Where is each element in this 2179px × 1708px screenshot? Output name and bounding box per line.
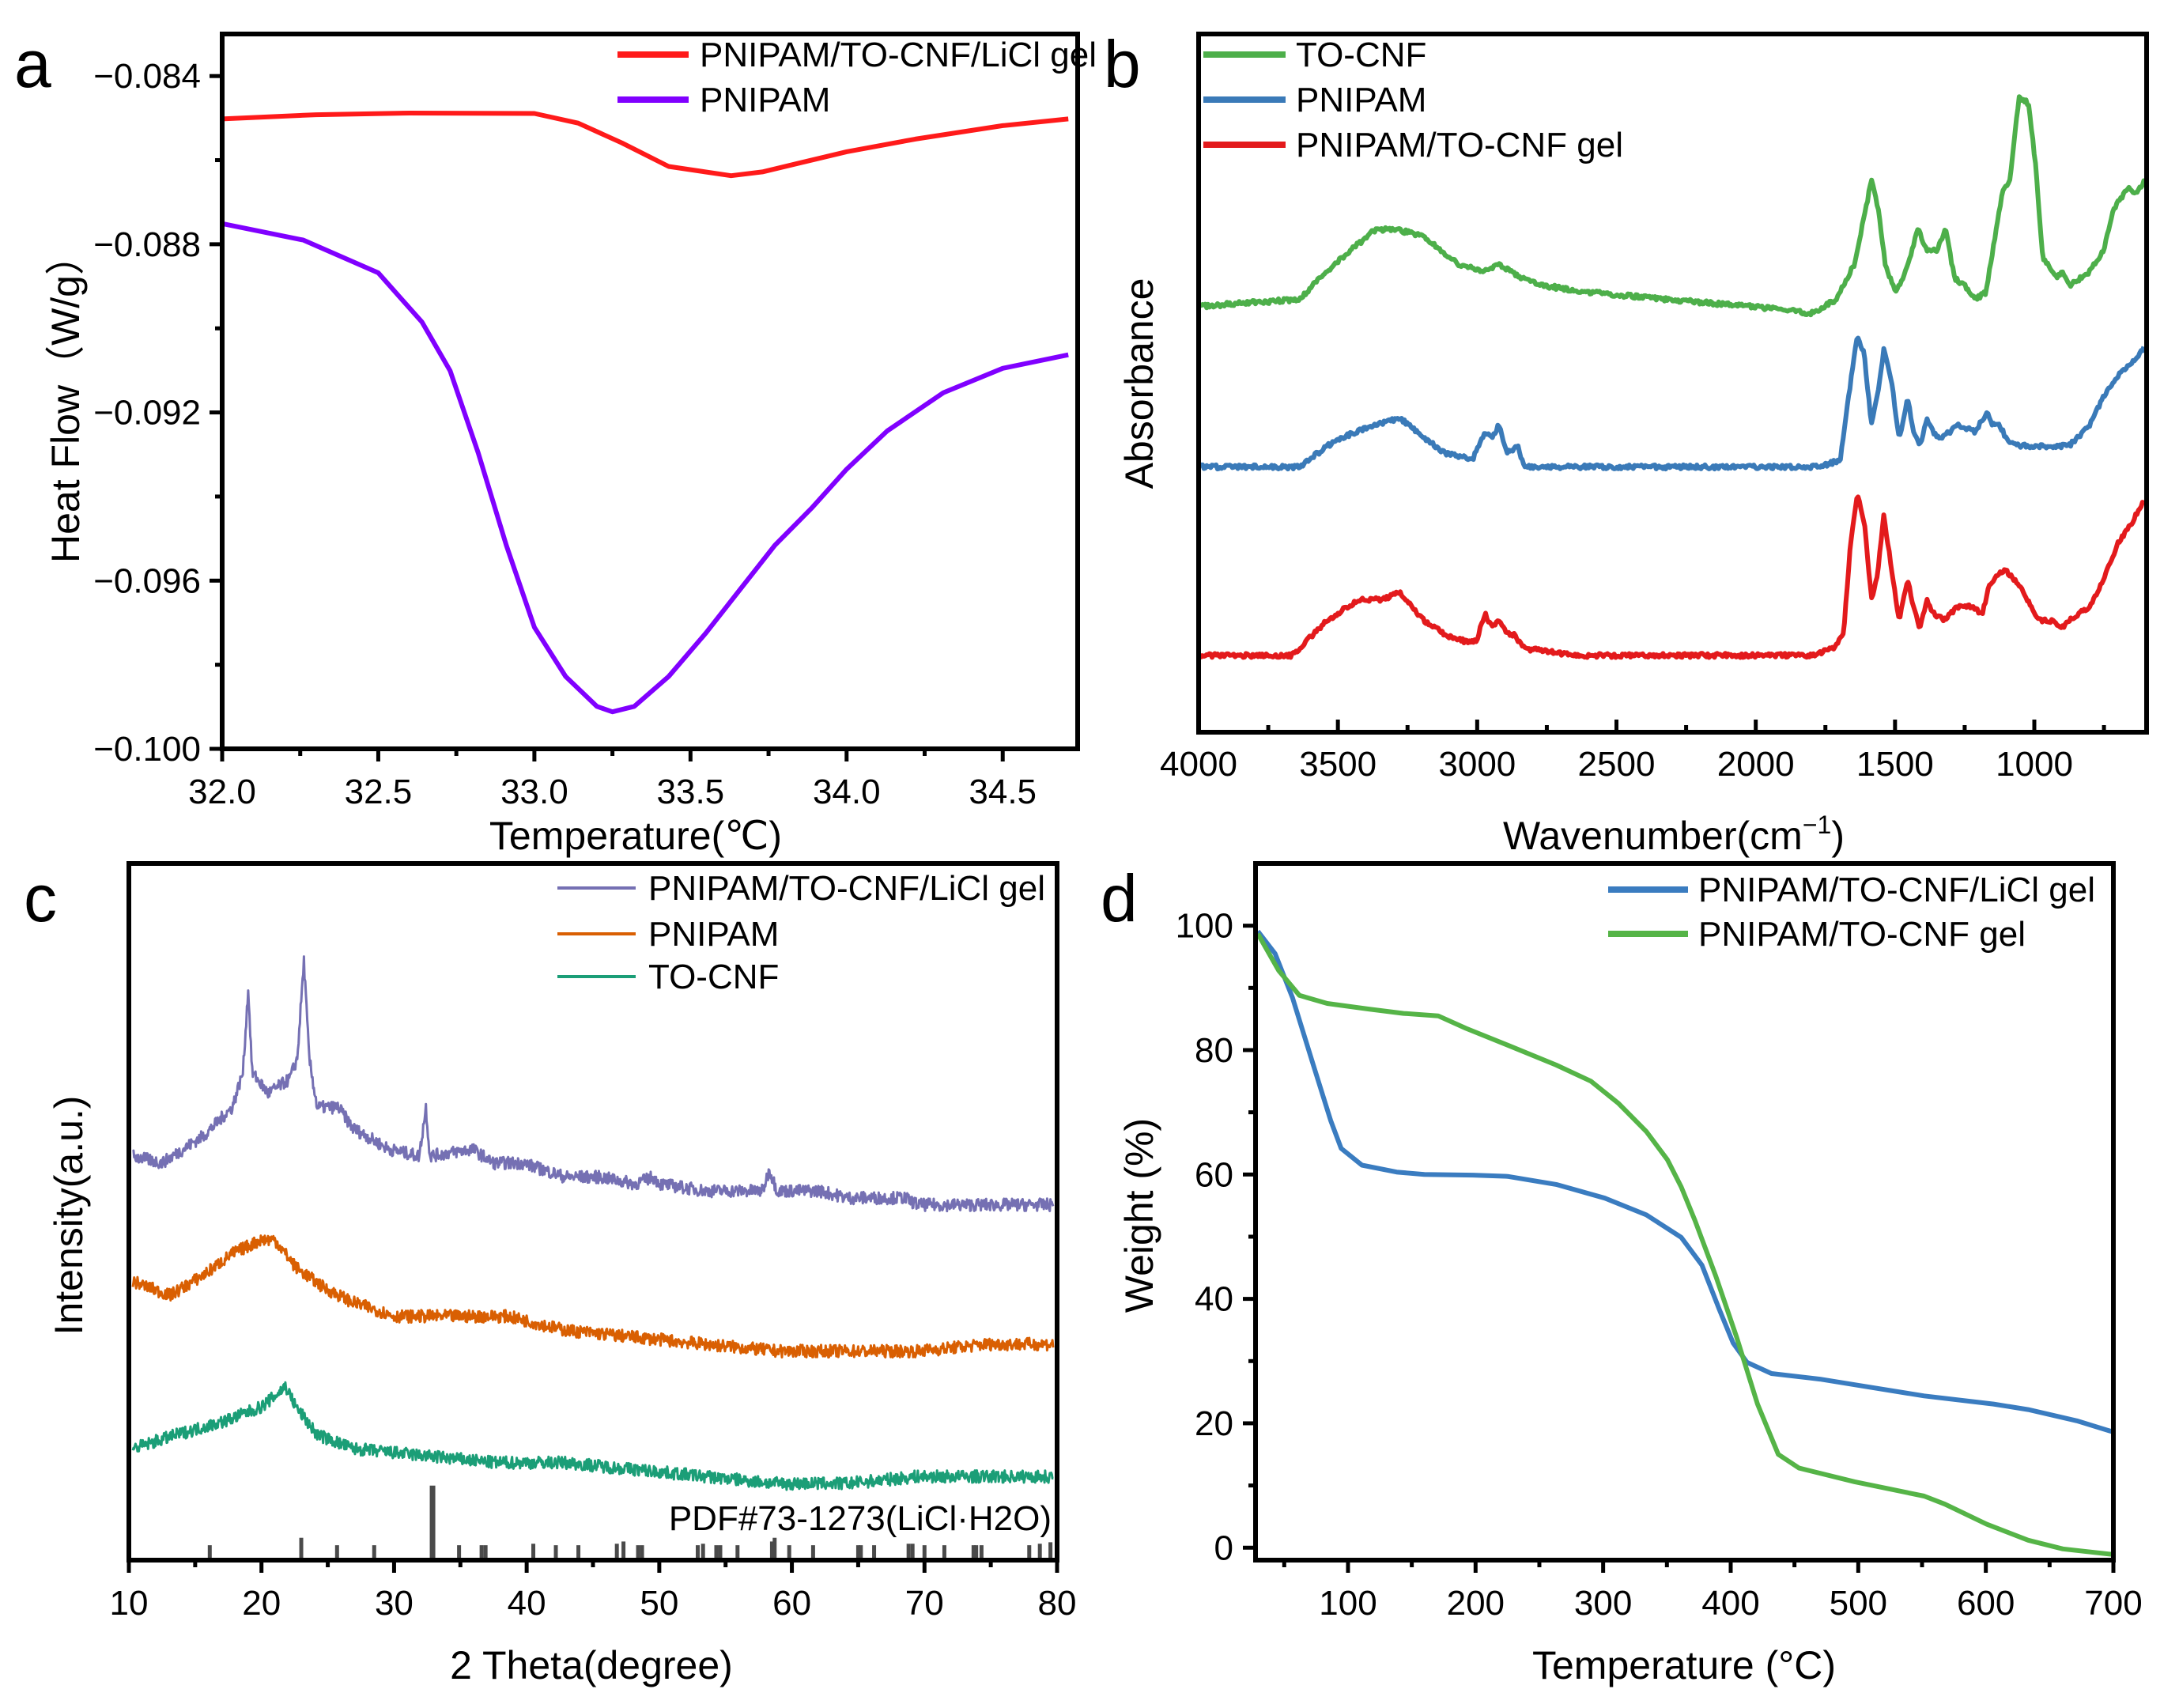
x-tick-label: 34.5	[969, 773, 1037, 811]
series-line-pnipam	[221, 221, 1069, 715]
x-tick-label: 80	[1038, 1584, 1077, 1623]
series-line-pnipam-to-cnf-licl-gel	[1256, 929, 2114, 1434]
y-tick-label: 0	[1214, 1529, 1233, 1567]
x-tick-label: 30	[375, 1584, 414, 1623]
y-tick-label: −0.096	[93, 561, 201, 600]
y-axis-title-c: Intensity(a.u.)	[47, 1096, 91, 1336]
plot-b: 4000 3500 3000 2500 2000 1500 1000	[1160, 32, 2149, 784]
legend-label-licl-gel: PNIPAM/TO-CNF/LiCl gel	[648, 869, 1045, 908]
series-line-pnipam-to-cnf-gel	[1256, 932, 2114, 1557]
plot-frame	[127, 861, 1059, 1563]
x-tick-label: 33.5	[657, 773, 725, 811]
y-tick-label: 60	[1195, 1155, 1233, 1194]
x-tick-label: 70	[905, 1584, 944, 1623]
y-axis-title-d: Weight (%)	[1117, 1118, 1161, 1313]
x-tick-label: 1000	[1996, 745, 2073, 784]
x-tick-label: 500	[1830, 1584, 1887, 1623]
panel-b: b 4000 3500 3000 2500 2000 1500 1000 Wavenumbe…	[1104, 27, 2149, 858]
legend-label-pnipam: PNIPAM	[1296, 81, 1426, 119]
series-line-pnipam-to-cnf-licl-gel	[132, 955, 1055, 1213]
panel-c: c 10 20 30 40 50 60 70 80 2 Theta(degree) Inten…	[24, 861, 1076, 1687]
series-line-to-cnf	[1199, 94, 2147, 318]
x-tick-label: 10	[110, 1584, 149, 1623]
x-tick-label: 50	[640, 1584, 678, 1623]
x-axis-title-b-main: Wavenumber(cm	[1503, 814, 1803, 858]
series-line-pnipam	[1199, 335, 2147, 472]
x-tick-label: 34.0	[813, 773, 881, 811]
legend-label-gel: PNIPAM/TO-CNF gel	[1698, 915, 2026, 954]
y-tick-label: −0.084	[93, 57, 201, 96]
x-tick-label: 4000	[1160, 745, 1237, 784]
y-axis-title-b: Absorbance	[1117, 278, 1161, 489]
panel-a: a 32.0 32.5 33.0 33.5 34.0 34.5 −0.084 −0.088 −0…	[14, 27, 1097, 858]
x-tick-label: 32.5	[345, 773, 413, 811]
panel-label-c: c	[24, 861, 57, 935]
plot-frame	[1196, 32, 2149, 735]
y-axis-title-a: Heat Flow（W/g）	[43, 236, 88, 563]
x-axis-title-c: 2 Theta(degree)	[450, 1643, 733, 1687]
x-axis-title-a: Temperature(℃)	[489, 814, 782, 858]
panel-label-a: a	[14, 27, 51, 101]
legend-label-pnipam: PNIPAM	[648, 915, 779, 954]
legend-label-to-cnf: TO-CNF	[648, 958, 779, 996]
legend-label-licl-gel: PNIPAM/TO-CNF/LiCl gel	[700, 36, 1097, 74]
y-tick-label: −0.088	[93, 225, 201, 264]
panel-label-d: d	[1101, 861, 1138, 935]
series-line-pnipam-to-cnf-gel	[1197, 494, 2146, 660]
plot-d: 100 200 300 400 500 600 700 0 20 40 60 80 100	[1176, 861, 2143, 1623]
x-tick-label: 33.0	[500, 773, 568, 811]
x-tick-label: 40	[508, 1584, 546, 1623]
series-line-pnipam-to-cnf-licl-gel	[221, 111, 1069, 179]
y-tick-label: −0.100	[93, 730, 201, 769]
plot-a: 32.0 32.5 33.0 33.5 34.0 34.5 −0.084 −0.088 −0.0…	[93, 32, 1080, 811]
y-tick-label: 20	[1195, 1404, 1233, 1443]
x-tick-label: 400	[1701, 1584, 1759, 1623]
plot-c: 10 20 30 40 50 60 70 80	[110, 861, 1077, 1623]
plot-frame	[1253, 861, 2116, 1563]
x-tick-label: 1500	[1856, 745, 1934, 784]
x-axis-title-b-end: )	[1831, 814, 1845, 858]
x-tick-label: 2500	[1578, 745, 1656, 784]
x-tick-label: 3000	[1438, 745, 1516, 784]
panel-label-b: b	[1104, 27, 1141, 101]
series-line-pnipam	[131, 1234, 1055, 1359]
x-axis-title-d: Temperature (°C)	[1532, 1643, 1836, 1687]
legend-label-licl-gel: PNIPAM/TO-CNF/LiCl gel	[1698, 871, 2095, 909]
y-tick-label: 40	[1195, 1280, 1233, 1319]
series-line-to-cnf	[131, 1381, 1054, 1491]
x-axis-title-b: Wavenumber(cm−1)	[1503, 811, 1845, 858]
x-tick-label: 32.0	[188, 773, 256, 811]
x-tick-label: 100	[1319, 1584, 1377, 1623]
x-tick-label: 2000	[1717, 745, 1795, 784]
legend-label-gel: PNIPAM/TO-CNF gel	[1296, 126, 1623, 164]
panel-d: d 100 200 300 400 500 600 700 0 20 40 60 80 100 Temp…	[1101, 861, 2143, 1687]
x-tick-label: 20	[242, 1584, 281, 1623]
plot-frame	[220, 32, 1080, 751]
x-tick-label: 600	[1957, 1584, 2015, 1623]
legend-label-pnipam: PNIPAM	[700, 81, 830, 119]
y-tick-label: 100	[1176, 907, 1233, 946]
x-tick-label: 3500	[1299, 745, 1377, 784]
x-axis-title-b-sup: −1	[1803, 811, 1831, 839]
x-tick-label: 60	[772, 1584, 811, 1623]
reference-pattern-label: PDF#73-1273(LiCl·H2O)	[669, 1499, 1052, 1538]
x-tick-label: 300	[1574, 1584, 1632, 1623]
y-tick-label: −0.092	[93, 394, 201, 433]
legend-label-to-cnf: TO-CNF	[1296, 36, 1426, 74]
x-tick-label: 700	[2084, 1584, 2142, 1623]
x-tick-label: 200	[1447, 1584, 1505, 1623]
y-tick-label: 80	[1195, 1031, 1233, 1070]
